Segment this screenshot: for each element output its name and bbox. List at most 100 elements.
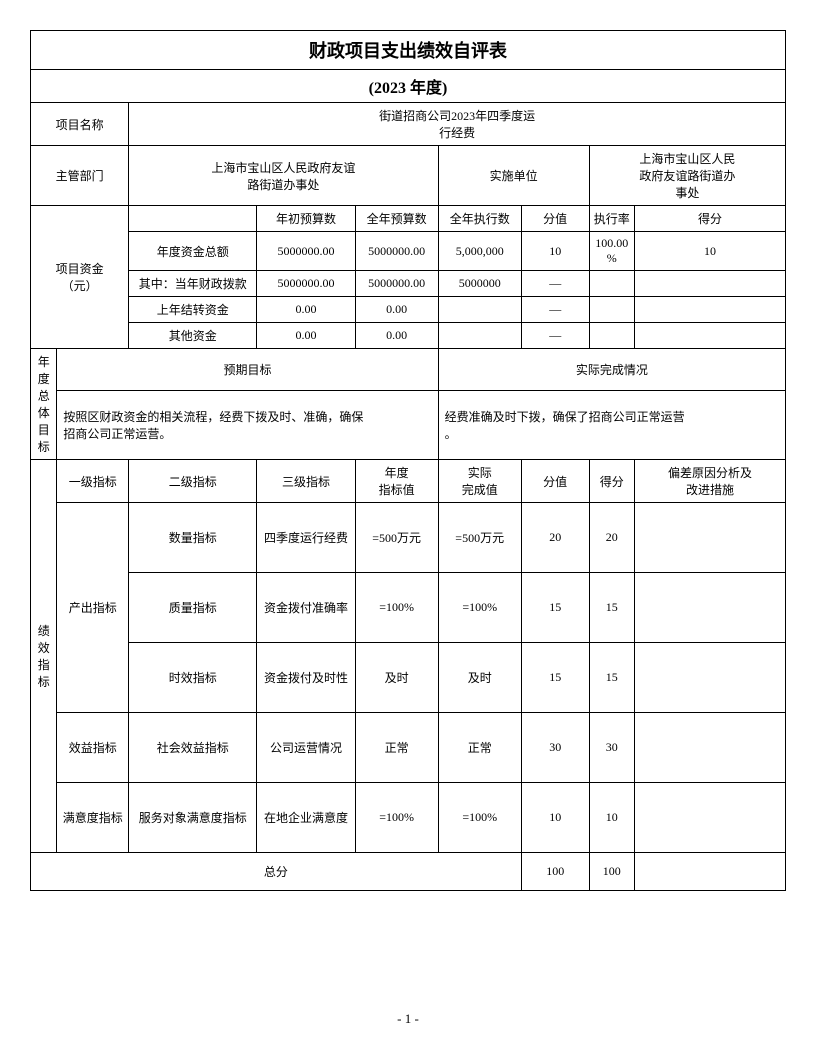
label-total-score: 总分 (31, 853, 522, 891)
carry-initial: 0.00 (257, 297, 355, 323)
r3-l3: 公司运营情况 (257, 713, 355, 783)
label-score2: 得分 (589, 460, 634, 503)
total-initial: 5000000.00 (257, 232, 355, 271)
r0-score: 20 (589, 503, 634, 573)
r0-dev (634, 503, 785, 573)
r4-target: =100% (355, 783, 438, 853)
output-label: 产出指标 (57, 503, 129, 713)
fiscal-rate (589, 271, 634, 297)
fiscal-sv: — (521, 271, 589, 297)
fiscal-initial: 5000000.00 (257, 271, 355, 297)
r2-l3: 资金拨付及时性 (257, 643, 355, 713)
r1-l2: 质量指标 (129, 573, 257, 643)
r0-l3: 四季度运行经费 (257, 503, 355, 573)
r1-actual: =100% (438, 573, 521, 643)
r0-l2: 数量指标 (129, 503, 257, 573)
satisfaction-label: 满意度指标 (57, 783, 129, 853)
label-fiscal: 其中：当年财政拨款 (129, 271, 257, 297)
label-score-val: 分值 (521, 206, 589, 232)
r3-target: 正常 (355, 713, 438, 783)
r1-dev (634, 573, 785, 643)
label-l1: 一级指标 (57, 460, 129, 503)
label-project-name: 项目名称 (31, 103, 129, 146)
total-sv: 10 (521, 232, 589, 271)
label-impl-unit: 实施单位 (438, 146, 589, 206)
label-l3: 三级指标 (257, 460, 355, 503)
label-deviation: 偏差原因分析及 改进措施 (634, 460, 785, 503)
other-rate (589, 323, 634, 349)
r3-l2: 社会效益指标 (129, 713, 257, 783)
page-number: - 1 - (30, 1011, 786, 1027)
total-exec: 5,000,000 (438, 232, 521, 271)
label-initial-budget: 年初预算数 (257, 206, 355, 232)
label-actual-completion: 实际完成情况 (438, 349, 785, 391)
carry-annual: 0.00 (355, 297, 438, 323)
label-total-funds: 年度资金总额 (129, 232, 257, 271)
fiscal-exec: 5000000 (438, 271, 521, 297)
r4-l3: 在地企业满意度 (257, 783, 355, 853)
r0-sv: 20 (521, 503, 589, 573)
other-initial: 0.00 (257, 323, 355, 349)
label-other: 其他资金 (129, 323, 257, 349)
label-annual-goal: 年度 总体 目标 (31, 349, 57, 460)
other-score (634, 323, 785, 349)
carry-score (634, 297, 785, 323)
r4-actual: =100% (438, 783, 521, 853)
label-annual-exec: 全年执行数 (438, 206, 521, 232)
label-exec-rate: 执行率 (589, 206, 634, 232)
r3-dev (634, 713, 785, 783)
r3-actual: 正常 (438, 713, 521, 783)
label-perf-indicator: 绩 效 指 标 (31, 460, 57, 853)
total-score-val: 100 (589, 853, 634, 891)
doc-title: 财政项目支出绩效自评表 (31, 31, 786, 70)
r2-l2: 时效指标 (129, 643, 257, 713)
label-actual: 实际 完成值 (438, 460, 521, 503)
label-supervisor: 主管部门 (31, 146, 129, 206)
label-expected-goal: 预期目标 (57, 349, 438, 391)
r2-target: 及时 (355, 643, 438, 713)
actual-goal: 经费准确及时下拨，确保了招商公司正常运营 。 (438, 390, 785, 459)
r1-l3: 资金拨付准确率 (257, 573, 355, 643)
total-annual: 5000000.00 (355, 232, 438, 271)
r3-score: 30 (589, 713, 634, 783)
total-rate: 100.00% (589, 232, 634, 271)
expected-goal: 按照区财政资金的相关流程，经费下拨及时、准确，确保 招商公司正常运营。 (57, 390, 438, 459)
r1-target: =100% (355, 573, 438, 643)
r1-sv: 15 (521, 573, 589, 643)
r1-score: 15 (589, 573, 634, 643)
supervisor-dept: 上海市宝山区人民政府友谊 路街道办事处 (129, 146, 439, 206)
carry-exec (438, 297, 521, 323)
label-target: 年度 指标值 (355, 460, 438, 503)
impl-unit: 上海市宝山区人民 政府友谊路街道办 事处 (589, 146, 785, 206)
label-carry: 上年结转资金 (129, 297, 257, 323)
benefit-label: 效益指标 (57, 713, 129, 783)
r2-score: 15 (589, 643, 634, 713)
label-sv2: 分值 (521, 460, 589, 503)
r2-actual: 及时 (438, 643, 521, 713)
other-exec (438, 323, 521, 349)
other-sv: — (521, 323, 589, 349)
r2-dev (634, 643, 785, 713)
r4-l2: 服务对象满意度指标 (129, 783, 257, 853)
total-sv: 100 (521, 853, 589, 891)
r4-sv: 10 (521, 783, 589, 853)
project-name: 街道招商公司2023年四季度运 行经费 (129, 103, 786, 146)
carry-sv: — (521, 297, 589, 323)
label-annual-budget: 全年预算数 (355, 206, 438, 232)
r4-score: 10 (589, 783, 634, 853)
total-score: 10 (634, 232, 785, 271)
other-annual: 0.00 (355, 323, 438, 349)
r3-sv: 30 (521, 713, 589, 783)
label-project-funds: 项目资金 （元） (31, 206, 129, 349)
r4-dev (634, 783, 785, 853)
fiscal-score (634, 271, 785, 297)
label-l2: 二级指标 (129, 460, 257, 503)
evaluation-table: 财政项目支出绩效自评表 (2023 年度) 项目名称 街道招商公司2023年四季… (30, 30, 786, 891)
fiscal-annual: 5000000.00 (355, 271, 438, 297)
r0-target: =500万元 (355, 503, 438, 573)
r2-sv: 15 (521, 643, 589, 713)
carry-rate (589, 297, 634, 323)
year-label: (2023 年度) (31, 70, 786, 103)
r0-actual: =500万元 (438, 503, 521, 573)
label-score: 得分 (634, 206, 785, 232)
